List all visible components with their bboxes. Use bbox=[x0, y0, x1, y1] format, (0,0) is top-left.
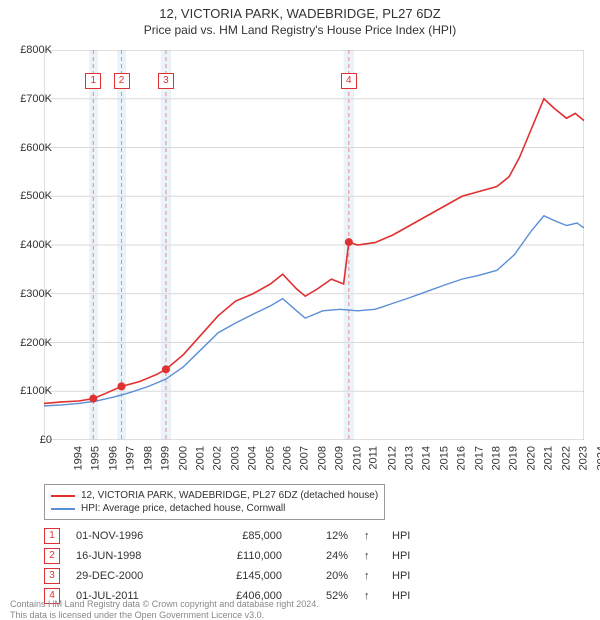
x-tick-label: 2001 bbox=[194, 446, 206, 470]
chart-subtitle: Price paid vs. HM Land Registry's House … bbox=[0, 23, 600, 37]
x-tick-label: 2020 bbox=[525, 446, 537, 470]
y-tick-label: £400K bbox=[20, 239, 52, 251]
x-tick-label: 2002 bbox=[212, 446, 224, 470]
x-tick-label: 2010 bbox=[351, 446, 363, 470]
sale-row-pct: 24% bbox=[298, 550, 348, 562]
sale-row-price: £110,000 bbox=[202, 550, 282, 562]
footer-line-1: Contains HM Land Registry data © Crown c… bbox=[10, 599, 319, 611]
sale-row: 3 29-DEC-2000 £145,000 20% ↑ HPI bbox=[44, 566, 422, 586]
y-tick-label: £100K bbox=[20, 385, 52, 397]
x-tick-label: 2000 bbox=[177, 446, 189, 470]
sale-row-pct: 20% bbox=[298, 570, 348, 582]
x-tick-label: 2023 bbox=[578, 446, 590, 470]
x-tick-label: 2009 bbox=[334, 446, 346, 470]
sale-marker-box: 1 bbox=[85, 73, 101, 89]
x-tick-label: 2022 bbox=[560, 446, 572, 470]
x-tick-label: 1997 bbox=[125, 446, 137, 470]
sale-marker-box: 3 bbox=[158, 73, 174, 89]
x-tick-label: 2018 bbox=[491, 446, 503, 470]
x-tick-label: 2015 bbox=[438, 446, 450, 470]
x-tick-label: 2017 bbox=[473, 446, 485, 470]
legend-row: 12, VICTORIA PARK, WADEBRIDGE, PL27 6DZ … bbox=[51, 489, 378, 502]
up-arrow-icon: ↑ bbox=[364, 590, 376, 602]
x-tick-label: 2014 bbox=[421, 446, 433, 470]
x-tick-label: 1996 bbox=[107, 446, 119, 470]
plot-svg bbox=[44, 50, 584, 440]
sale-row-vs: HPI bbox=[392, 550, 422, 562]
sale-row: 2 16-JUN-1998 £110,000 24% ↑ HPI bbox=[44, 546, 422, 566]
y-tick-label: £0 bbox=[40, 434, 52, 446]
x-tick-label: 2003 bbox=[229, 446, 241, 470]
x-tick-label: 2013 bbox=[403, 446, 415, 470]
sale-marker-box: 2 bbox=[114, 73, 130, 89]
chart-title: 12, VICTORIA PARK, WADEBRIDGE, PL27 6DZ bbox=[0, 6, 600, 21]
chart-container: 12, VICTORIA PARK, WADEBRIDGE, PL27 6DZ … bbox=[0, 6, 600, 620]
legend-label: HPI: Average price, detached house, Corn… bbox=[81, 503, 285, 514]
sale-row-pct: 12% bbox=[298, 530, 348, 542]
plot-area bbox=[44, 50, 584, 440]
sale-row-price: £145,000 bbox=[202, 570, 282, 582]
y-tick-label: £200K bbox=[20, 337, 52, 349]
x-tick-label: 1994 bbox=[72, 446, 84, 470]
footer-attribution: Contains HM Land Registry data © Crown c… bbox=[10, 599, 319, 620]
x-tick-label: 2016 bbox=[456, 446, 468, 470]
x-tick-label: 2024 bbox=[595, 446, 600, 470]
sale-row-marker: 2 bbox=[44, 548, 60, 564]
sale-row-vs: HPI bbox=[392, 570, 422, 582]
sale-row-vs: HPI bbox=[392, 530, 422, 542]
x-tick-label: 2011 bbox=[368, 446, 380, 470]
legend-swatch bbox=[51, 495, 75, 497]
x-tick-label: 2012 bbox=[386, 446, 398, 470]
sale-row-price: £85,000 bbox=[202, 530, 282, 542]
sale-row-date: 16-JUN-1998 bbox=[76, 550, 186, 562]
x-tick-label: 2005 bbox=[264, 446, 276, 470]
legend-row: HPI: Average price, detached house, Corn… bbox=[51, 502, 378, 515]
x-tick-label: 2019 bbox=[508, 446, 520, 470]
y-tick-label: £300K bbox=[20, 288, 52, 300]
sale-row-marker: 1 bbox=[44, 528, 60, 544]
y-tick-label: £600K bbox=[20, 142, 52, 154]
x-tick-label: 2007 bbox=[299, 446, 311, 470]
x-tick-label: 2008 bbox=[316, 446, 328, 470]
x-tick-label: 1995 bbox=[90, 446, 102, 470]
legend-label: 12, VICTORIA PARK, WADEBRIDGE, PL27 6DZ … bbox=[81, 490, 378, 501]
legend: 12, VICTORIA PARK, WADEBRIDGE, PL27 6DZ … bbox=[44, 484, 385, 520]
x-tick-label: 2021 bbox=[543, 446, 555, 470]
up-arrow-icon: ↑ bbox=[364, 530, 376, 542]
sale-row-vs: HPI bbox=[392, 590, 422, 602]
x-tick-label: 2006 bbox=[282, 446, 294, 470]
up-arrow-icon: ↑ bbox=[364, 550, 376, 562]
legend-swatch bbox=[51, 508, 75, 510]
sale-row-marker: 3 bbox=[44, 568, 60, 584]
up-arrow-icon: ↑ bbox=[364, 570, 376, 582]
sales-table: 1 01-NOV-1996 £85,000 12% ↑ HPI 2 16-JUN-1998 £1… bbox=[44, 526, 422, 606]
sale-row-date: 01-NOV-1996 bbox=[76, 530, 186, 542]
sale-row: 1 01-NOV-1996 £85,000 12% ↑ HPI bbox=[44, 526, 422, 546]
sale-marker-box: 4 bbox=[341, 73, 357, 89]
x-tick-label: 1998 bbox=[142, 446, 154, 470]
y-tick-label: £700K bbox=[20, 93, 52, 105]
x-tick-label: 1999 bbox=[160, 446, 172, 470]
sale-row-date: 29-DEC-2000 bbox=[76, 570, 186, 582]
footer-line-2: This data is licensed under the Open Gov… bbox=[10, 610, 319, 620]
y-tick-label: £800K bbox=[20, 44, 52, 56]
y-tick-label: £500K bbox=[20, 190, 52, 202]
x-tick-label: 2004 bbox=[247, 446, 259, 470]
